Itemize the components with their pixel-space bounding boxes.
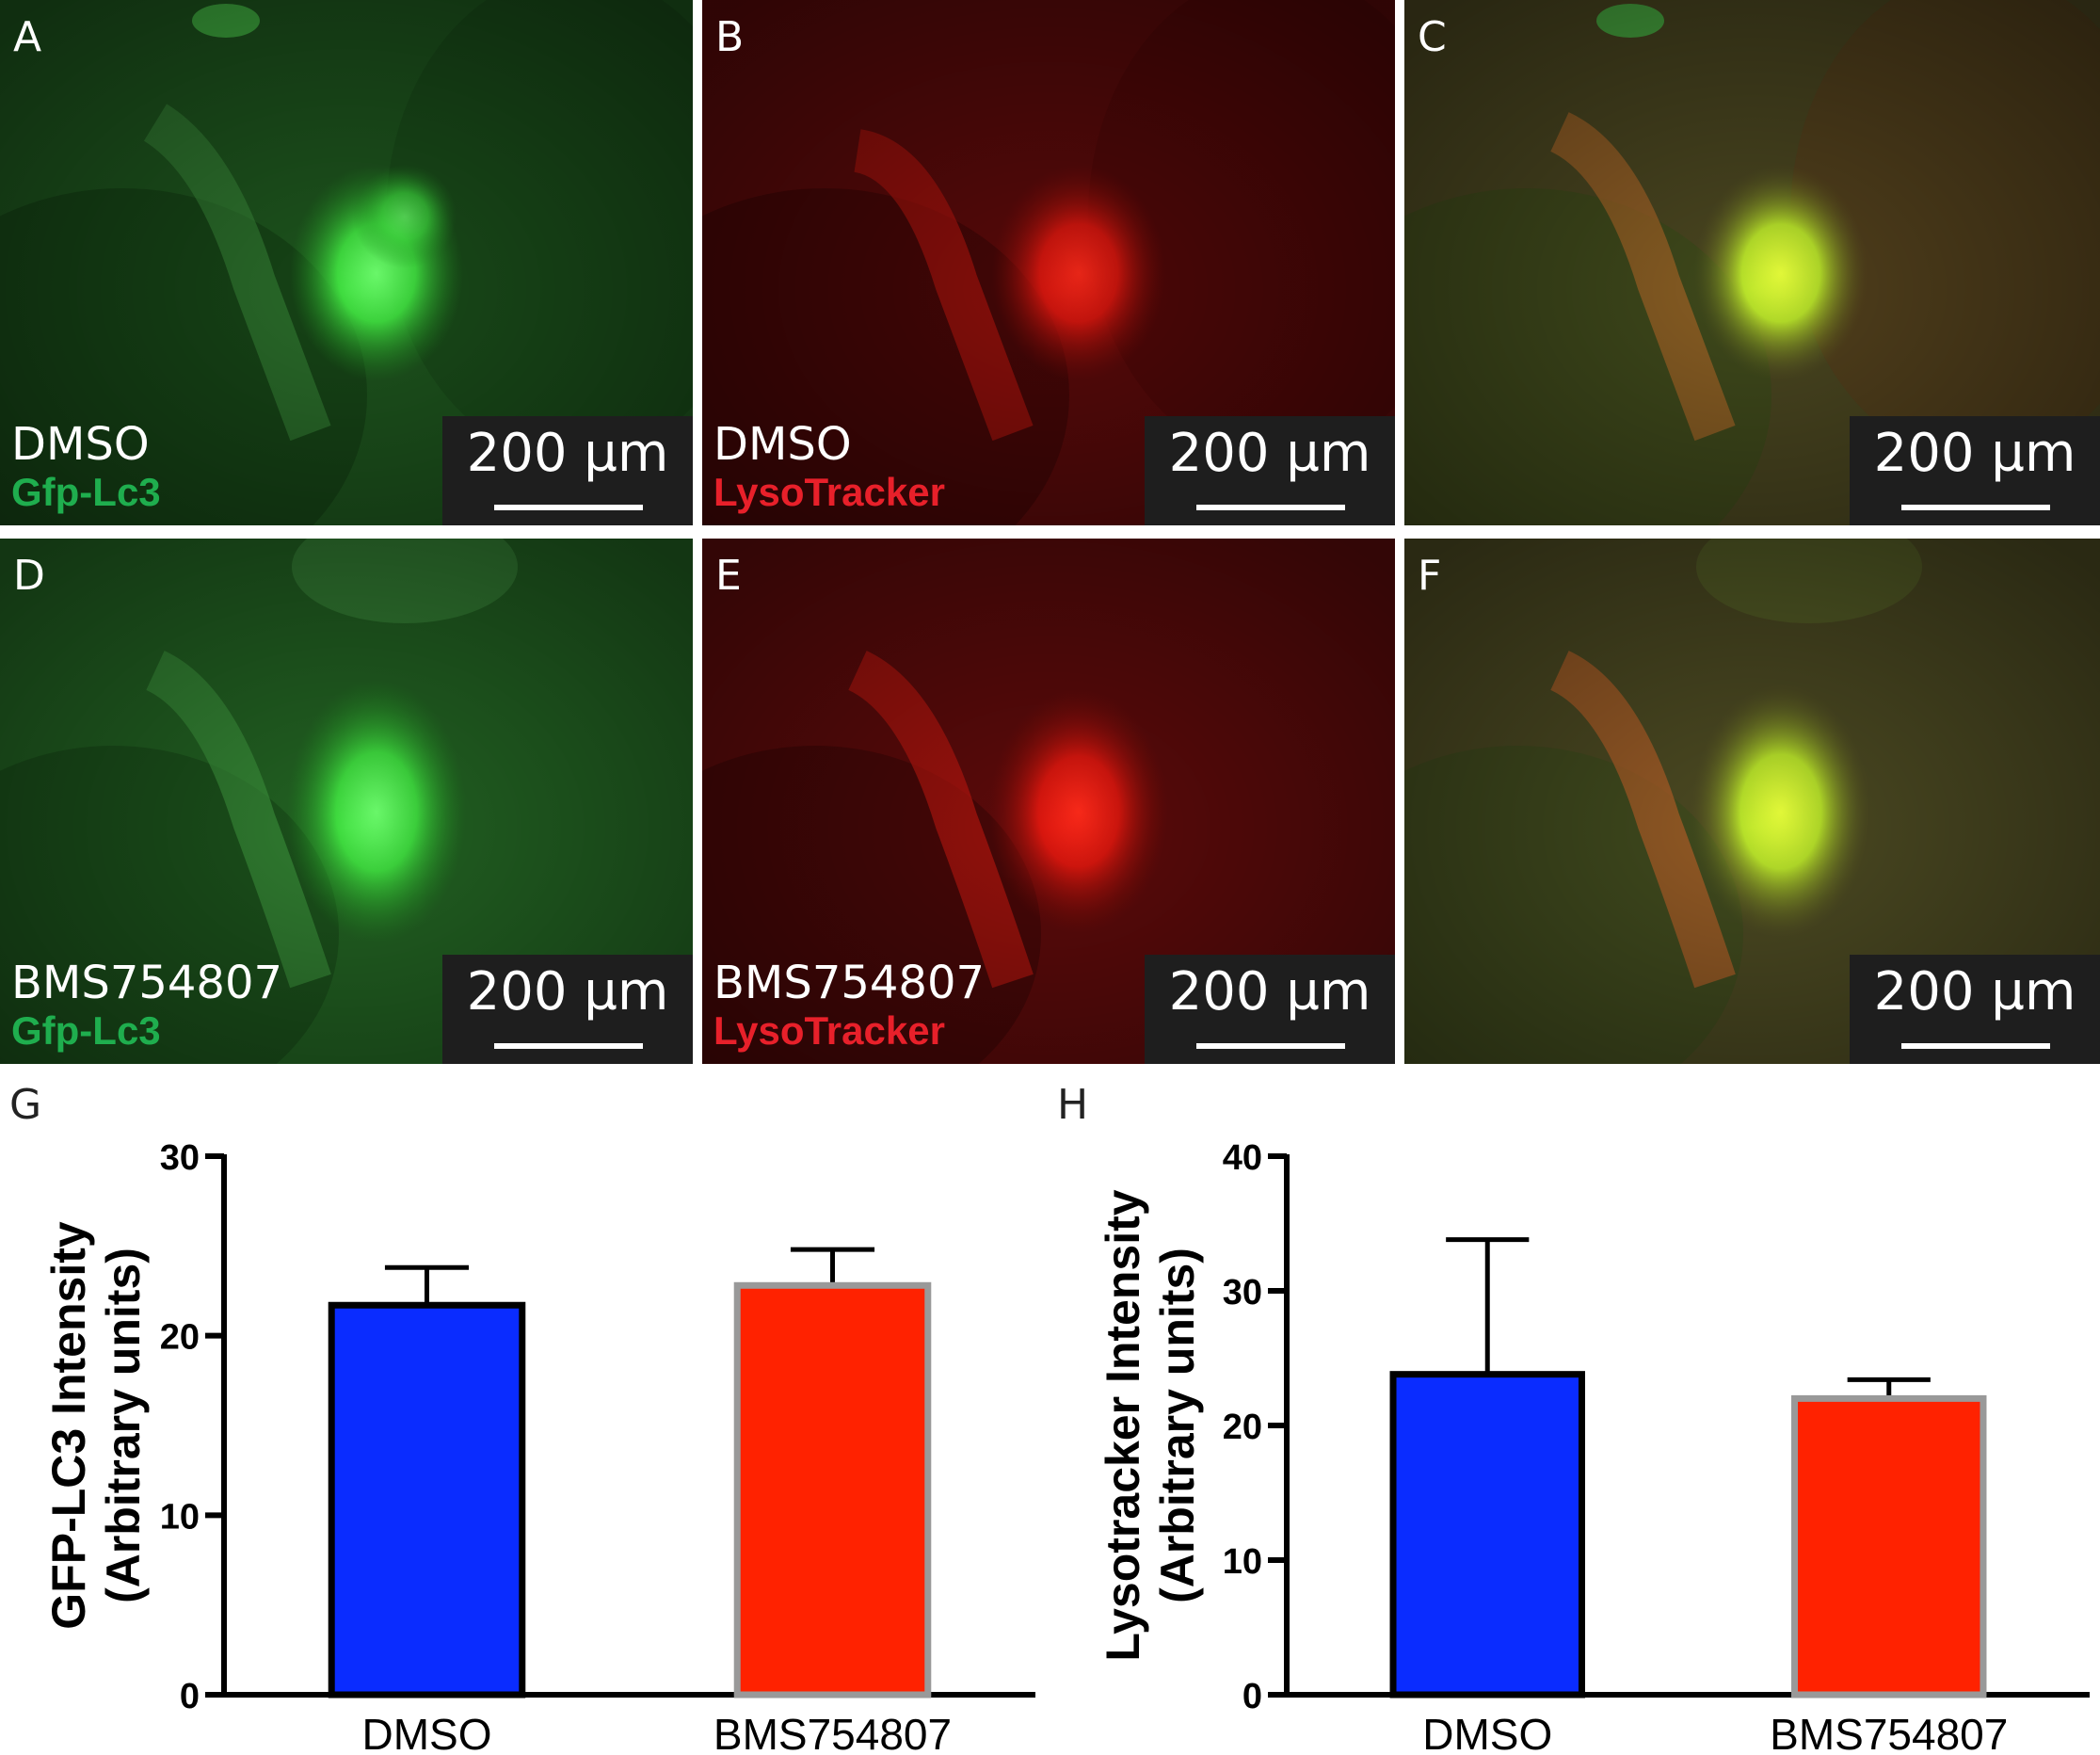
y-axis-label-line: GFP-LC3 Intensity xyxy=(42,1221,95,1630)
marker-label: Gfp-Lc3 xyxy=(11,1008,161,1053)
micrograph-panel-e: E BMS754807 LysoTracker 200 µm xyxy=(702,539,1395,1064)
y-axis-label-line: Lysotracker Intensity xyxy=(1097,1189,1149,1661)
y-tick-label: 20 xyxy=(1223,1408,1262,1447)
scale-label: 200 µm xyxy=(466,423,669,484)
panel-letter: F xyxy=(1418,552,1442,600)
scale-label: 200 µm xyxy=(1168,423,1371,484)
y-tick-label: 30 xyxy=(160,1138,200,1178)
condition-label: DMSO xyxy=(11,418,150,471)
micrograph-panel-f: F 200 µm xyxy=(1404,539,2100,1064)
scale-label: 200 µm xyxy=(1873,961,2076,1022)
y-tick-label: 10 xyxy=(1223,1542,1262,1582)
scale-bar-box: 200 µm xyxy=(1850,416,2100,525)
scale-bar xyxy=(1196,1043,1345,1049)
micrograph-panel-b: B DMSO LysoTracker 200 µm xyxy=(702,0,1395,525)
y-tick-label: 0 xyxy=(1242,1677,1262,1716)
micrograph-panel-d: D BMS754807 Gfp-Lc3 200 µm xyxy=(0,539,693,1064)
scale-label: 200 µm xyxy=(1168,961,1371,1022)
y-tick-label: 10 xyxy=(160,1497,200,1537)
y-tick-label: 20 xyxy=(160,1318,200,1358)
bar-dmso xyxy=(328,1301,526,1699)
scale-bar xyxy=(1901,1043,2050,1049)
scale-bar xyxy=(1901,505,2050,510)
panel-letter: B xyxy=(715,13,745,61)
scale-bar-box: 200 µm xyxy=(442,955,693,1064)
scale-label: 200 µm xyxy=(1873,423,2076,484)
condition-label: BMS754807 xyxy=(11,957,283,1009)
y-tick-label: 40 xyxy=(1223,1138,1262,1178)
scale-bar-box: 200 µm xyxy=(1850,955,2100,1064)
bar-chart-lysotracker: Lysotracker Intensity (Arbitrary units) 0 1… xyxy=(1097,1138,2090,1755)
y-tick-label: 30 xyxy=(1223,1273,1262,1312)
y-axis-label: Lysotracker Intensity (Arbitrary units) xyxy=(1097,1189,1204,1661)
bar-dmso xyxy=(1389,1371,1585,1699)
bar-bms754807 xyxy=(1791,1394,1987,1699)
panel-letter: E xyxy=(715,552,742,600)
scale-bar xyxy=(1196,505,1345,510)
y-axis-label-line: (Arbitrary units) xyxy=(1151,1248,1204,1603)
bar-bms754807 xyxy=(733,1281,932,1699)
y-tick-label: 0 xyxy=(180,1677,200,1716)
x-tick-label: DMSO xyxy=(362,1710,492,1755)
x-tick-label: DMSO xyxy=(1422,1710,1552,1755)
scale-label: 200 µm xyxy=(466,961,669,1022)
marker-label: Gfp-Lc3 xyxy=(11,470,161,514)
bar-chart-gfp-lc3: GFP-LC3 Intensity (Arbitrary units) 0 10 20 3… xyxy=(42,1138,1035,1755)
y-axis-label-line: (Arbitrary units) xyxy=(97,1248,150,1603)
panel-letter-g: G xyxy=(9,1081,42,1129)
y-axis-label: GFP-LC3 Intensity (Arbitrary units) xyxy=(42,1221,150,1630)
x-tick-label: BMS754807 xyxy=(1770,1710,2008,1755)
marker-label: LysoTracker xyxy=(713,1008,945,1053)
panel-letter: C xyxy=(1418,13,1447,61)
tissue-image xyxy=(0,539,693,1064)
scale-bar xyxy=(494,505,643,510)
x-tick-label: BMS754807 xyxy=(713,1710,952,1755)
tissue-image xyxy=(0,0,693,525)
scale-bar-box: 200 µm xyxy=(442,416,693,525)
marker-label: LysoTracker xyxy=(713,470,945,514)
scale-bar xyxy=(494,1043,643,1049)
condition-label: BMS754807 xyxy=(713,957,986,1009)
micrograph-panel-a: A DMSO Gfp-Lc3 200 µm xyxy=(0,0,693,525)
panel-letter-h: H xyxy=(1057,1081,1089,1129)
panel-letter: D xyxy=(13,552,45,600)
micrograph-panel-c: C 200 µm xyxy=(1404,0,2100,525)
condition-label: DMSO xyxy=(713,418,852,471)
scale-bar-box: 200 µm xyxy=(1145,416,1395,525)
tissue-image xyxy=(1404,539,2100,1064)
panel-letter: A xyxy=(13,13,42,61)
scale-bar-box: 200 µm xyxy=(1145,955,1395,1064)
